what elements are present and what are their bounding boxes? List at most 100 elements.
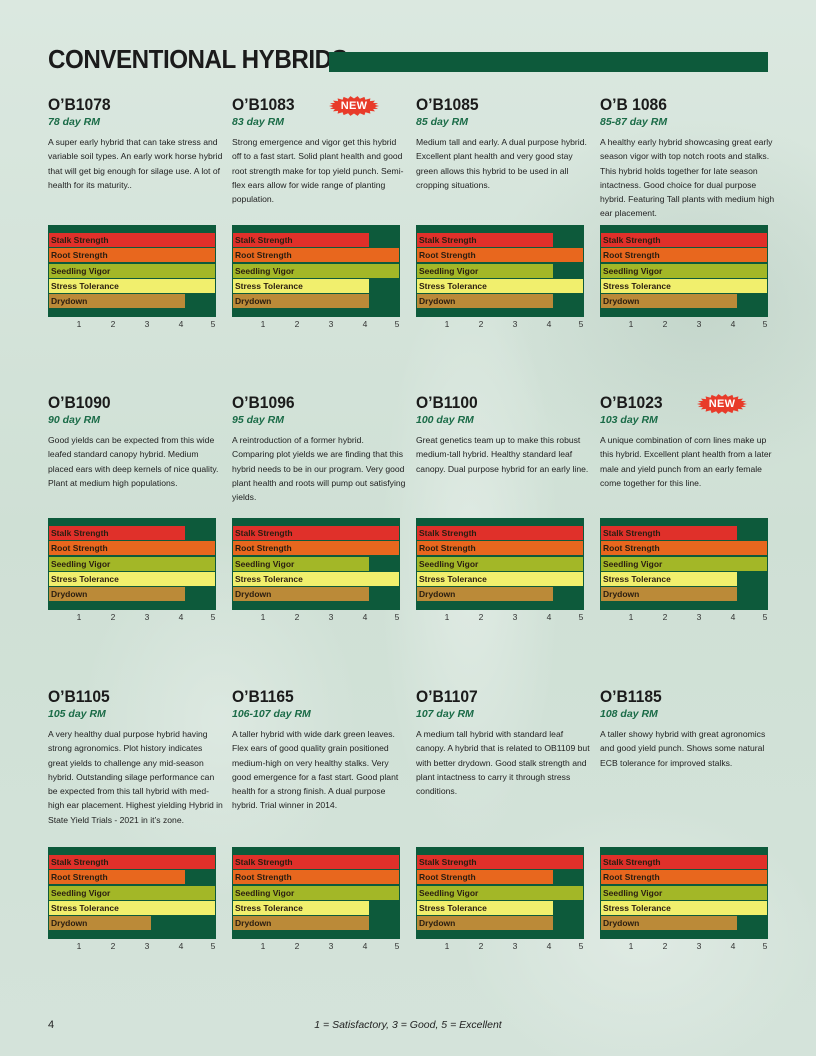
rating-bar-root-strength: Root Strength	[49, 248, 215, 263]
axis-tick-label: 2	[662, 612, 668, 622]
axis-tick-label: 5	[210, 941, 216, 951]
rating-bar-seedling-vigor: Seedling Vigor	[233, 263, 399, 278]
hybrid-name: O’B 1086	[600, 95, 667, 114]
rating-bar-drydown: Drydown	[233, 916, 369, 931]
rating-chart: Stalk Strength Root Strength Seedling Vigo…	[48, 847, 216, 952]
page-number: 4	[48, 1019, 55, 1031]
axis-tick-label: 2	[294, 941, 300, 951]
axis-tick-label: 5	[394, 941, 400, 951]
rating-bar-root-strength: Root Strength	[233, 870, 399, 885]
rating-bar-stalk-strength: Stalk Strength	[233, 233, 369, 247]
rating-bar-drydown: Drydown	[417, 916, 553, 931]
rating-bar-drydown: Drydown	[601, 587, 737, 602]
rating-scale-note: 1 = Satisfactory, 3 = Good, 5 = Excellen…	[314, 1019, 502, 1031]
relative-maturity: 108 day RM	[600, 708, 658, 720]
rating-bar-seedling-vigor: Seedling Vigor	[417, 885, 583, 900]
hybrid-name: O’B1085	[416, 95, 479, 114]
axis-tick-label: 4	[546, 612, 552, 622]
badge-label: NEW	[340, 100, 368, 112]
axis-tick-label: 2	[110, 319, 116, 329]
hybrid-card: O’B1078 78 day RM A super early hybrid tha…	[48, 95, 223, 425]
axis-tick-label: 2	[294, 319, 300, 329]
relative-maturity: 95 day RM	[232, 414, 284, 426]
rating-bar-stalk-strength: Stalk Strength	[601, 855, 767, 869]
axis-tick-label: 3	[512, 319, 518, 329]
rating-bar-stress-tolerance: Stress Tolerance	[601, 278, 767, 293]
rating-bar-stalk-strength: Stalk Strength	[233, 855, 399, 869]
axis-tick-label: 4	[362, 941, 368, 951]
hybrid-description: A reintroduction of a former hybrid. Com…	[232, 435, 406, 503]
relative-maturity: 103 day RM	[600, 414, 658, 426]
rating-bar-drydown: Drydown	[49, 294, 185, 309]
hybrid-description: A super early hybrid that can take stres…	[48, 137, 223, 190]
rating-bar-root-strength: Root Strength	[233, 248, 399, 263]
axis-tick-label: 3	[696, 319, 702, 329]
hybrid-card: O’B1185 108 day RM A taller showy hybrid w…	[600, 687, 775, 1017]
axis-tick-label: 5	[210, 319, 216, 329]
axis-tick-label: 2	[478, 319, 484, 329]
axis-tick-label: 2	[478, 612, 484, 622]
rating-bar-seedling-vigor: Seedling Vigor	[417, 263, 553, 278]
rating-bar-stalk-strength: Stalk Strength	[417, 526, 583, 540]
rating-bar-drydown: Drydown	[49, 587, 185, 602]
rating-chart: Stalk Strength Root Strength Seedling Vigo…	[48, 225, 216, 330]
relative-maturity: 100 day RM	[416, 414, 474, 426]
rating-bar-seedling-vigor: Seedling Vigor	[233, 885, 399, 900]
axis-tick-label: 1	[628, 612, 634, 622]
relative-maturity: 106-107 day RM	[232, 708, 311, 720]
axis-tick-label: 1	[444, 319, 450, 329]
axis-tick-label: 3	[144, 319, 150, 329]
hybrid-description: Great genetics team up to make this robu…	[416, 435, 589, 474]
rating-bar-root-strength: Root Strength	[601, 541, 767, 556]
rating-chart: Stalk Strength Root Strength Seedling Vigo…	[600, 847, 768, 952]
hybrid-name: O’B1100	[416, 393, 478, 412]
hybrid-card: O’B1100 100 day RM Great genetics team up …	[416, 393, 591, 723]
hybrid-description: A taller hybrid with wide dark green lea…	[232, 729, 399, 811]
axis-tick-label: 2	[294, 612, 300, 622]
axis-tick-label: 1	[444, 612, 450, 622]
rating-bar-root-strength: Root Strength	[49, 870, 185, 885]
rating-bar-seedling-vigor: Seedling Vigor	[49, 263, 215, 278]
rating-bar-root-strength: Root Strength	[601, 248, 767, 263]
rating-chart: Stalk Strength Root Strength Seedling Vigo…	[232, 225, 400, 330]
rating-bar-drydown: Drydown	[417, 294, 553, 309]
axis-tick-label: 3	[512, 941, 518, 951]
new-badge: NEW	[329, 96, 379, 116]
hybrid-card: O’B1096 95 day RM A reintroduction of a fo…	[232, 393, 407, 723]
rating-chart: Stalk Strength Root Strength Seedling Vigo…	[232, 847, 400, 952]
rating-bar-stress-tolerance: Stress Tolerance	[417, 278, 583, 293]
rating-bar-stress-tolerance: Stress Tolerance	[49, 571, 215, 586]
hybrid-name: O’B1185	[600, 687, 662, 706]
rating-bar-stalk-strength: Stalk Strength	[417, 233, 553, 247]
hybrid-description: Good yields can be expected from this wi…	[48, 435, 219, 488]
relative-maturity: 78 day RM	[48, 116, 100, 128]
rating-bar-stress-tolerance: Stress Tolerance	[601, 571, 737, 586]
rating-bar-stress-tolerance: Stress Tolerance	[233, 571, 399, 586]
axis-tick-label: 5	[578, 319, 584, 329]
axis-tick-label: 1	[76, 941, 82, 951]
relative-maturity: 90 day RM	[48, 414, 100, 426]
axis-tick-label: 5	[762, 941, 768, 951]
rating-bar-stalk-strength: Stalk Strength	[417, 855, 583, 869]
rating-bar-drydown: Drydown	[601, 294, 737, 309]
axis-tick-label: 2	[110, 941, 116, 951]
page-title: CONVENTIONAL HYBRIDS	[48, 44, 348, 74]
rating-bar-root-strength: Root Strength	[601, 870, 767, 885]
rating-bar-seedling-vigor: Seedling Vigor	[601, 263, 767, 278]
hybrid-description: A medium tall hybrid with standard leaf …	[416, 729, 590, 797]
axis-tick-label: 2	[662, 319, 668, 329]
hybrid-name: O’B1078	[48, 95, 111, 114]
axis-tick-label: 3	[696, 612, 702, 622]
hybrid-name: O’B1090	[48, 393, 111, 412]
axis-tick-label: 4	[730, 612, 736, 622]
rating-bar-stalk-strength: Stalk Strength	[49, 855, 215, 869]
axis-tick-label: 4	[546, 941, 552, 951]
axis-tick-label: 5	[762, 319, 768, 329]
rating-bar-drydown: Drydown	[417, 587, 553, 602]
axis-tick-label: 5	[762, 612, 768, 622]
rating-bar-seedling-vigor: Seedling Vigor	[49, 885, 215, 900]
hybrid-card: O’B1083 83 day RM NEW Strong emergence and …	[232, 95, 407, 425]
axis-tick-label: 1	[628, 941, 634, 951]
axis-tick-label: 4	[362, 612, 368, 622]
relative-maturity: 107 day RM	[416, 708, 474, 720]
